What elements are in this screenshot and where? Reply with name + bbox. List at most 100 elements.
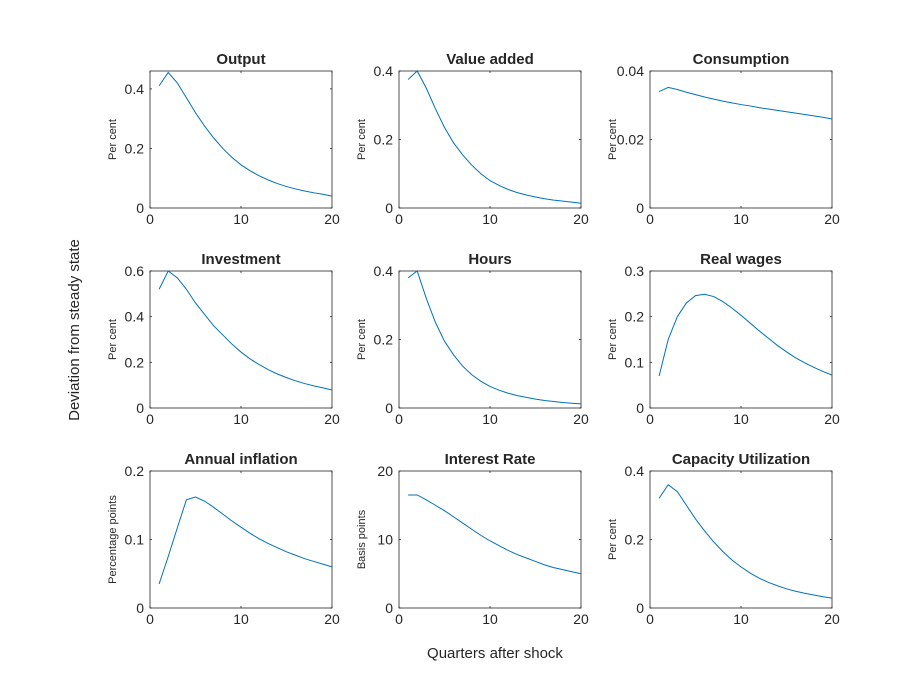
plot-frame [649,470,833,609]
x-tick-label: 20 [573,211,589,227]
y-tick-label: 0 [385,400,393,416]
x-tick-label: 0 [395,411,403,427]
figure-ylabel: Deviation from steady state [66,239,83,421]
x-tick-label: 20 [573,611,589,627]
y-tick-label: 0.2 [625,309,645,325]
figure-xlabel: Quarters after shock [427,645,563,662]
x-tick-label: 0 [646,411,654,427]
y-tick-label: 0 [636,600,644,616]
y-tick-label: 10 [377,532,393,548]
x-tick-label: 10 [482,411,498,427]
y-tick-label: 0 [136,600,144,616]
y-axis-label: Per cent [356,319,368,360]
y-tick-label: 0.3 [625,263,645,279]
chart-title: Consumption [693,51,790,68]
subplot-value-added: Value added Per cent 0 10 20 0 0.2 0.4 [356,51,589,227]
chart-title: Capacity Utilization [672,451,810,468]
series-line [158,496,333,585]
y-tick-label: 0 [136,200,144,216]
y-tick-label: 0.4 [125,81,145,97]
x-tick-label: 0 [646,211,654,227]
chart-title: Value added [446,51,534,68]
y-tick-label: 0.2 [374,332,394,348]
x-tick-label: 10 [233,611,249,627]
y-tick-label: 0 [385,200,393,216]
y-axis-label: Per cent [607,119,619,160]
x-tick-label: 0 [395,611,403,627]
x-tick-label: 10 [233,411,249,427]
plot-frame [398,70,582,209]
subplot-hours: Hours Per cent 0 10 20 0 0.2 0.4 [356,251,589,427]
subplot-investment: Investment Per cent 0 10 20 0 0.2 0.4 0.6 [107,251,340,427]
series-line [658,483,833,599]
x-tick-label: 0 [146,411,154,427]
subplot-consumption: Consumption Per cent 0 10 20 0 0.02 0.04 [607,51,840,227]
y-axis-label: Per cent [607,519,619,560]
series-line [158,71,333,197]
x-tick-label: 20 [824,611,840,627]
chart-title: Output [216,51,265,68]
y-axis-label: Per cent [607,319,619,360]
y-tick-label: 0.4 [625,463,645,479]
chart-title: Investment [201,251,280,268]
y-axis-label: Per cent [107,319,119,360]
x-tick-label: 20 [324,411,340,427]
y-tick-label: 0.2 [625,532,645,548]
x-tick-label: 20 [824,411,840,427]
series-line [158,270,333,391]
y-axis-label: Basis points [356,509,368,569]
y-tick-label: 0 [385,600,393,616]
series-line [407,70,582,204]
x-tick-label: 10 [482,611,498,627]
x-tick-label: 0 [646,611,654,627]
chart-title: Interest Rate [445,451,536,468]
subplot-capacity-utilization: Capacity Utilization Per cent 0 10 20 0 0.2 0.4 [607,451,840,627]
y-tick-label: 0.2 [125,140,145,156]
y-tick-label: 0.2 [374,132,394,148]
plot-frame [149,270,333,409]
subplot-annual-inflation: Annual inflation Percentage points 0 10 20 0 0… [107,451,340,627]
y-tick-label: 0.04 [617,63,644,79]
series-line [658,293,833,377]
subplot-interest-rate: Interest Rate Basis points 0 10 20 0 10 20 [356,451,589,627]
x-tick-label: 10 [733,411,749,427]
x-tick-label: 10 [482,211,498,227]
x-tick-label: 0 [395,211,403,227]
chart-title: Real wages [700,251,782,268]
x-tick-label: 20 [824,211,840,227]
plot-frame [398,470,582,609]
y-axis-label: Per cent [107,119,119,160]
subplot-real-wages: Real wages Per cent 0 10 20 0 0.1 0.2 0.3 [607,251,840,427]
y-tick-label: 0.4 [374,263,394,279]
y-tick-label: 0 [636,400,644,416]
x-tick-label: 0 [146,211,154,227]
y-tick-label: 0.02 [617,132,644,148]
y-tick-label: 0.2 [125,463,145,479]
y-tick-label: 20 [377,463,393,479]
y-tick-label: 0 [636,200,644,216]
subplot-grid: Output Per cent 0 10 20 0 0.2 0.4 Value added Per… [107,51,840,627]
x-tick-label: 20 [324,211,340,227]
y-tick-label: 0.1 [625,354,645,370]
series-line [407,270,582,405]
y-tick-label: 0.4 [125,309,145,325]
series-line [408,494,582,575]
y-tick-label: 0.2 [125,354,145,370]
y-tick-label: 0.1 [125,532,145,548]
y-tick-label: 0 [136,400,144,416]
x-tick-label: 10 [733,611,749,627]
chart-title: Annual inflation [184,451,297,468]
plot-frame [398,270,582,409]
x-tick-label: 10 [733,211,749,227]
x-tick-label: 10 [233,211,249,227]
chart-title: Hours [468,251,511,268]
y-axis-label: Percentage points [107,495,119,584]
x-tick-label: 20 [324,611,340,627]
plot-frame [149,70,333,209]
y-tick-label: 0.6 [125,263,145,279]
plot-frame [649,270,833,409]
plot-frame [649,70,833,209]
x-tick-label: 0 [146,611,154,627]
subplot-output: Output Per cent 0 10 20 0 0.2 0.4 [107,51,340,227]
